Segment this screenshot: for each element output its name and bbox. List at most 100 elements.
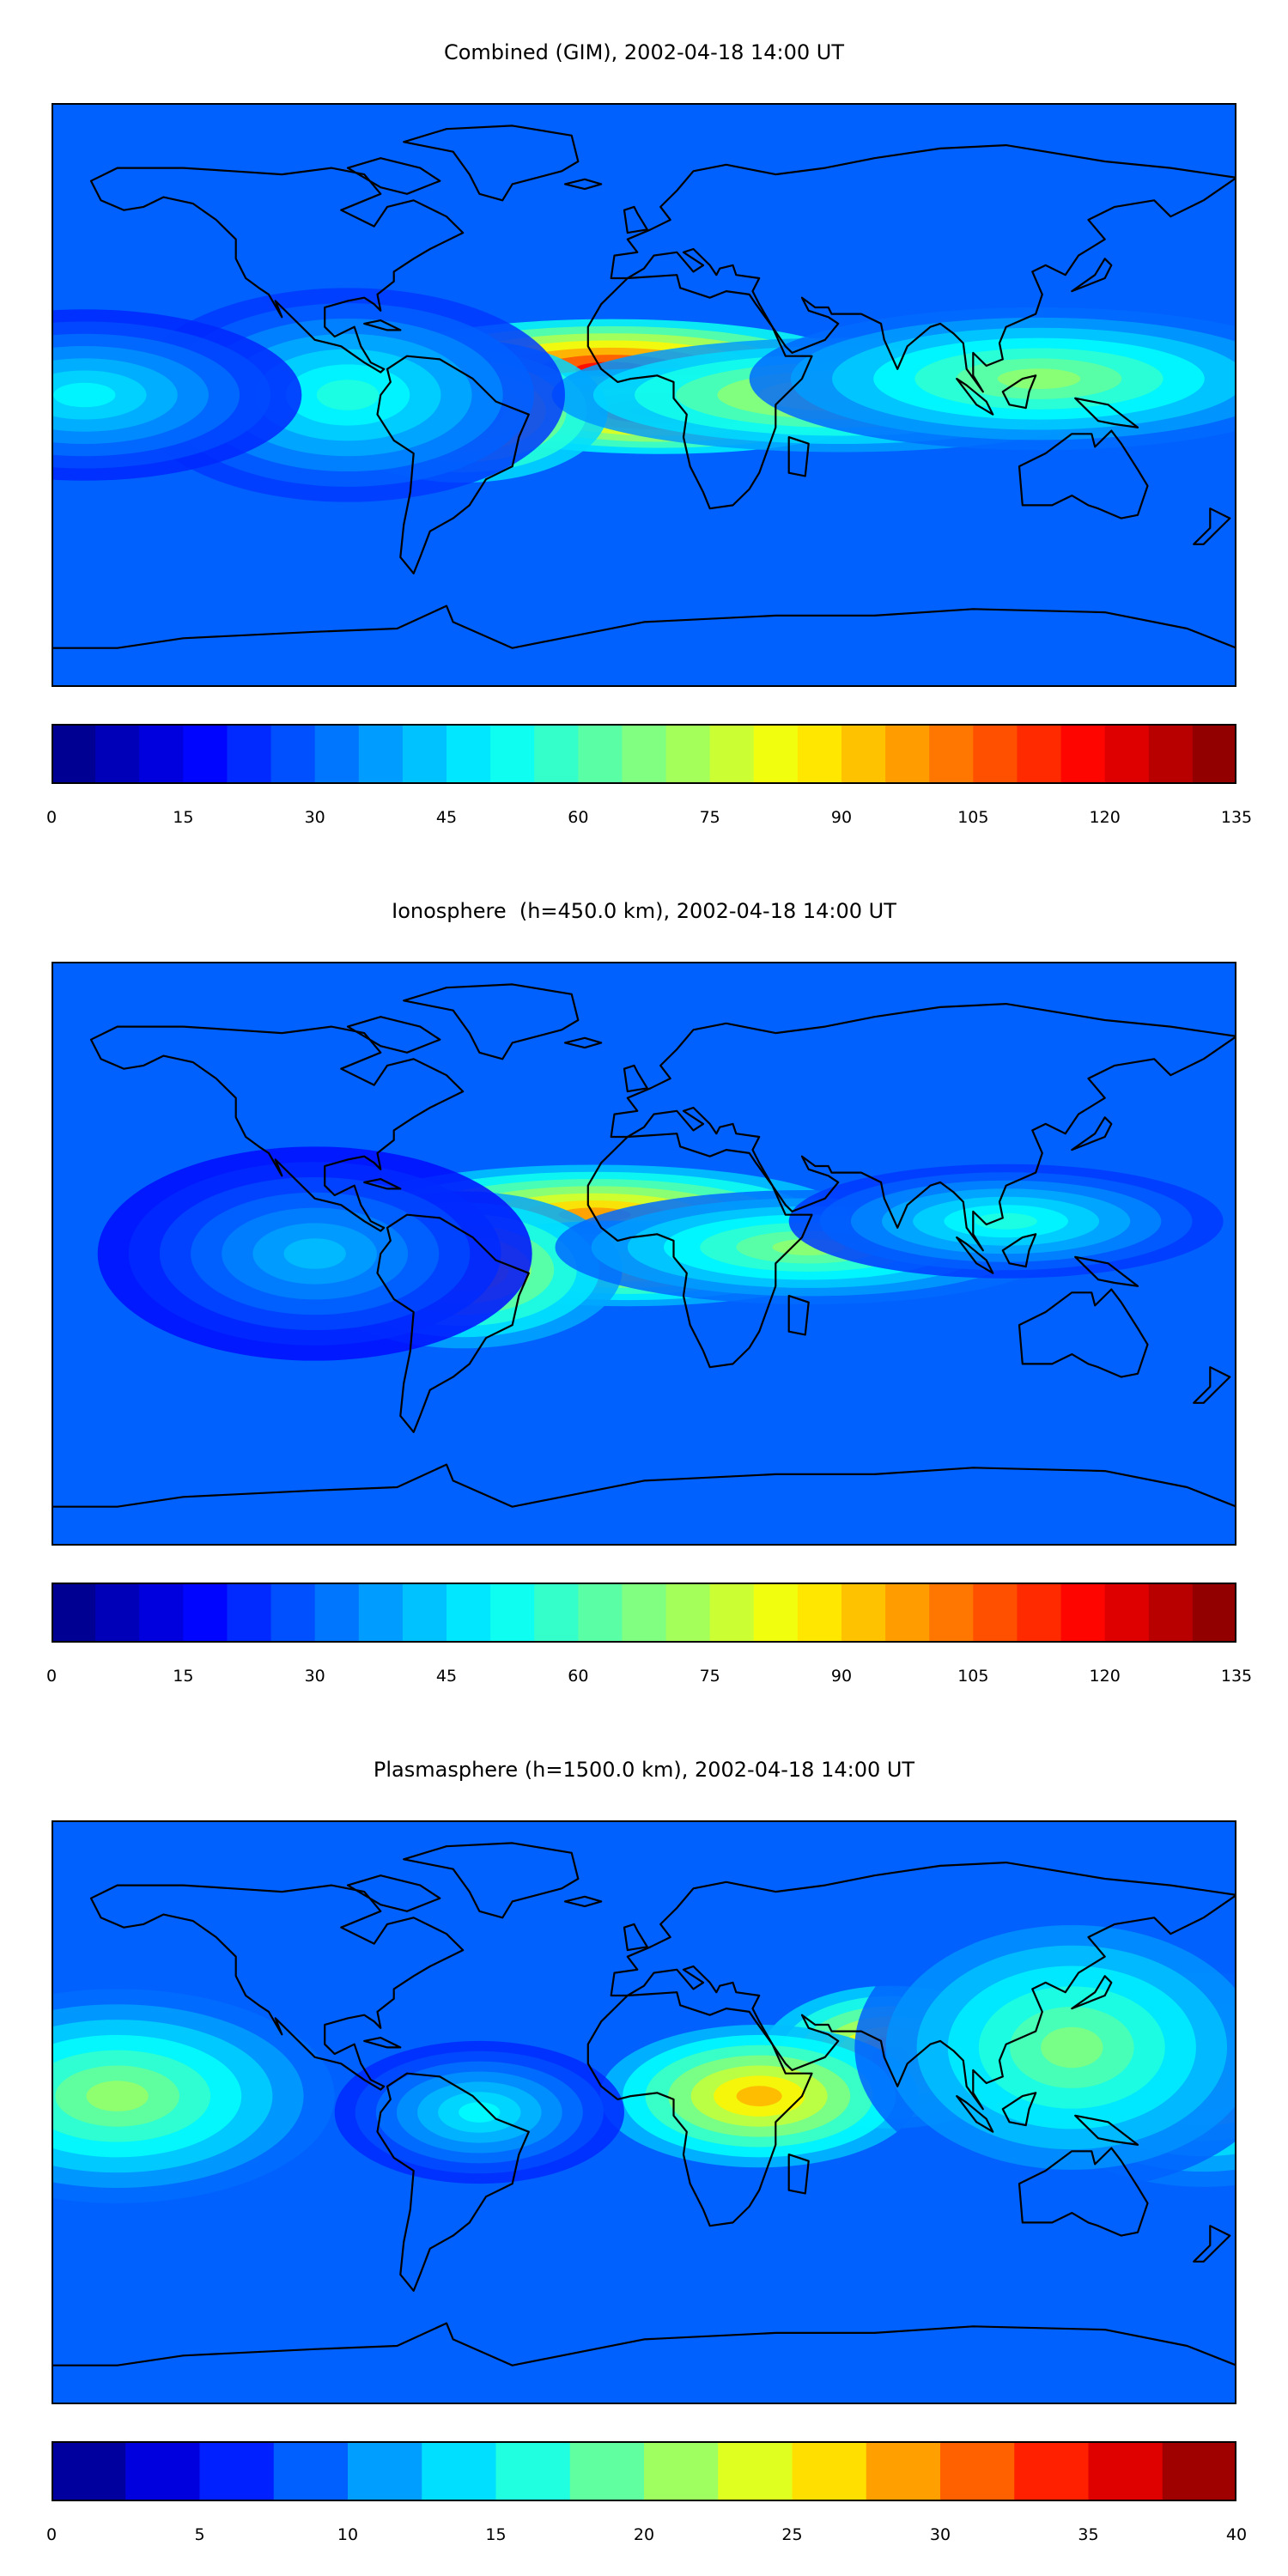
colorbar-bin: [273, 2441, 349, 2501]
colorbar-bin: [139, 724, 184, 784]
colorbar-bin: [973, 724, 1018, 784]
colorbar-bin: [447, 724, 491, 784]
antarctica-coast: [52, 1463, 1236, 1508]
colorbar-bin: [534, 1583, 579, 1643]
colorbar-tick-label: 15: [173, 808, 194, 827]
colorbar-bin: [644, 2441, 719, 2501]
colorbar-bin: [622, 724, 667, 784]
colorbar-bin: [358, 724, 404, 784]
colorbar-bin: [841, 1583, 886, 1643]
africa-coast: [586, 274, 813, 510]
panel-3-colorbar-ticks: 0 5 10 15 20 25 30 35 40: [46, 2524, 1247, 2550]
field-feature-2-level-6: [86, 2081, 149, 2111]
colorbar-bin: [495, 2441, 571, 2501]
panel-3-map: [52, 1820, 1236, 2404]
colorbar-bin: [199, 2441, 275, 2501]
borneo-coast: [1001, 2092, 1037, 2127]
new-guinea-coast: [1074, 1255, 1139, 1287]
colorbar-tick-label: 135: [1220, 808, 1253, 827]
british-isles-coast: [623, 1064, 648, 1093]
colorbar-bin: [709, 1583, 755, 1643]
map-frame: [52, 103, 1236, 687]
australia-coast: [1018, 2147, 1149, 2237]
colorbar-tick-label: 120: [1089, 808, 1121, 827]
field-feature-4-level-6: [1041, 2026, 1103, 2069]
colorbar-bin: [534, 724, 579, 784]
colorbar-bin: [665, 1583, 711, 1643]
north-america-coast: [89, 1884, 465, 2091]
panel-1-map: [52, 103, 1236, 687]
colorbar-bin: [402, 724, 447, 784]
colorbar-bin: [1088, 2441, 1163, 2501]
colorbar-bin: [1104, 1583, 1150, 1643]
colorbar-bin: [753, 724, 799, 784]
colorbar-bin: [1104, 724, 1150, 784]
iceland-coast: [563, 1036, 603, 1049]
north-america-coast: [89, 167, 465, 374]
panel-3-title: Plasmasphere (h=1500.0 km), 2002-04-18 1…: [373, 1758, 915, 1782]
sumatra-coast: [956, 2095, 994, 2133]
colorbar-tick-label: 90: [830, 1667, 853, 1686]
baffin-island-coast: [346, 157, 441, 195]
colorbar-bin: [139, 1583, 184, 1643]
colorbar-tick-label: 45: [435, 808, 458, 827]
colorbar-bin: [753, 1583, 799, 1643]
colorbar-bin: [1017, 724, 1062, 784]
colorbar-bin: [348, 2441, 422, 2501]
colorbar-tick-label: 30: [929, 2525, 951, 2544]
colorbar-bin: [490, 724, 535, 784]
colorbar-bin: [929, 724, 974, 784]
colorbar-bin: [929, 1583, 974, 1643]
field-feature-6-level-6: [53, 382, 116, 408]
madagascar-coast: [787, 2154, 810, 2195]
australia-coast: [1018, 1288, 1149, 1378]
colorbar-bin: [95, 724, 140, 784]
colorbar-bin: [1014, 2441, 1090, 2501]
field-feature-4-level-6: [975, 1212, 1037, 1230]
colorbar-bin: [1017, 1583, 1062, 1643]
colorbar-tick-label: 30: [304, 1667, 325, 1686]
colorbar-bin: [490, 1583, 535, 1643]
panel-2-title: Ionosphere (h=450.0 km), 2002-04-18 14:0…: [392, 899, 896, 923]
colorbar-bin: [885, 1583, 930, 1643]
colorbar-tick-label: 20: [633, 2525, 655, 2544]
map-frame: [52, 1820, 1236, 2404]
colorbar-bin: [227, 1583, 272, 1643]
colorbar-bin: [1162, 2441, 1236, 2501]
greenland-coast: [403, 1842, 580, 1919]
colorbar-tick-label: 25: [781, 2525, 803, 2544]
new-zealand-coast: [1193, 507, 1231, 545]
panel-1-colorbar-ticks: 0 15 30 45 60 75 90 105 120 135: [46, 807, 1252, 833]
colorbar-bin: [1192, 1583, 1236, 1643]
colorbar-bin: [125, 2441, 201, 2501]
new-guinea-coast: [1074, 2114, 1139, 2146]
africa-coast: [586, 1991, 813, 2227]
sumatra-coast: [956, 1236, 994, 1274]
colorbar-bin: [866, 2441, 941, 2501]
colorbar-bin: [797, 724, 842, 784]
colorbar-bin: [718, 2441, 793, 2501]
colorbar-tick-label: 90: [830, 808, 853, 827]
colorbar-bin: [1060, 724, 1106, 784]
colorbar-tick-label: 10: [337, 2525, 359, 2544]
colorbar-bin: [841, 724, 886, 784]
iceland-coast: [563, 178, 603, 191]
colorbar-tick-label: 15: [173, 1667, 194, 1686]
colorbar-bin: [885, 724, 930, 784]
colorbar-bin: [792, 2441, 867, 2501]
british-isles-coast: [623, 1923, 648, 1952]
colorbar-bin: [52, 1583, 96, 1643]
colorbar-tick-label: 5: [194, 2525, 205, 2544]
colorbar-bin: [1192, 724, 1236, 784]
field-feature-5-level-6: [459, 2102, 501, 2123]
south-america-coast: [376, 1213, 530, 1433]
colorbar-bin: [1148, 1583, 1194, 1643]
borneo-coast: [1001, 374, 1037, 410]
colorbar-tick-label: 75: [699, 1667, 720, 1686]
antarctica-coast: [52, 2322, 1236, 2366]
cuba-coast: [363, 2037, 402, 2049]
colorbar-bin: [622, 1583, 667, 1643]
colorbar-bin: [665, 724, 711, 784]
eurasia-coast: [610, 144, 1236, 393]
colorbar-tick-label: 135: [1220, 1667, 1253, 1686]
